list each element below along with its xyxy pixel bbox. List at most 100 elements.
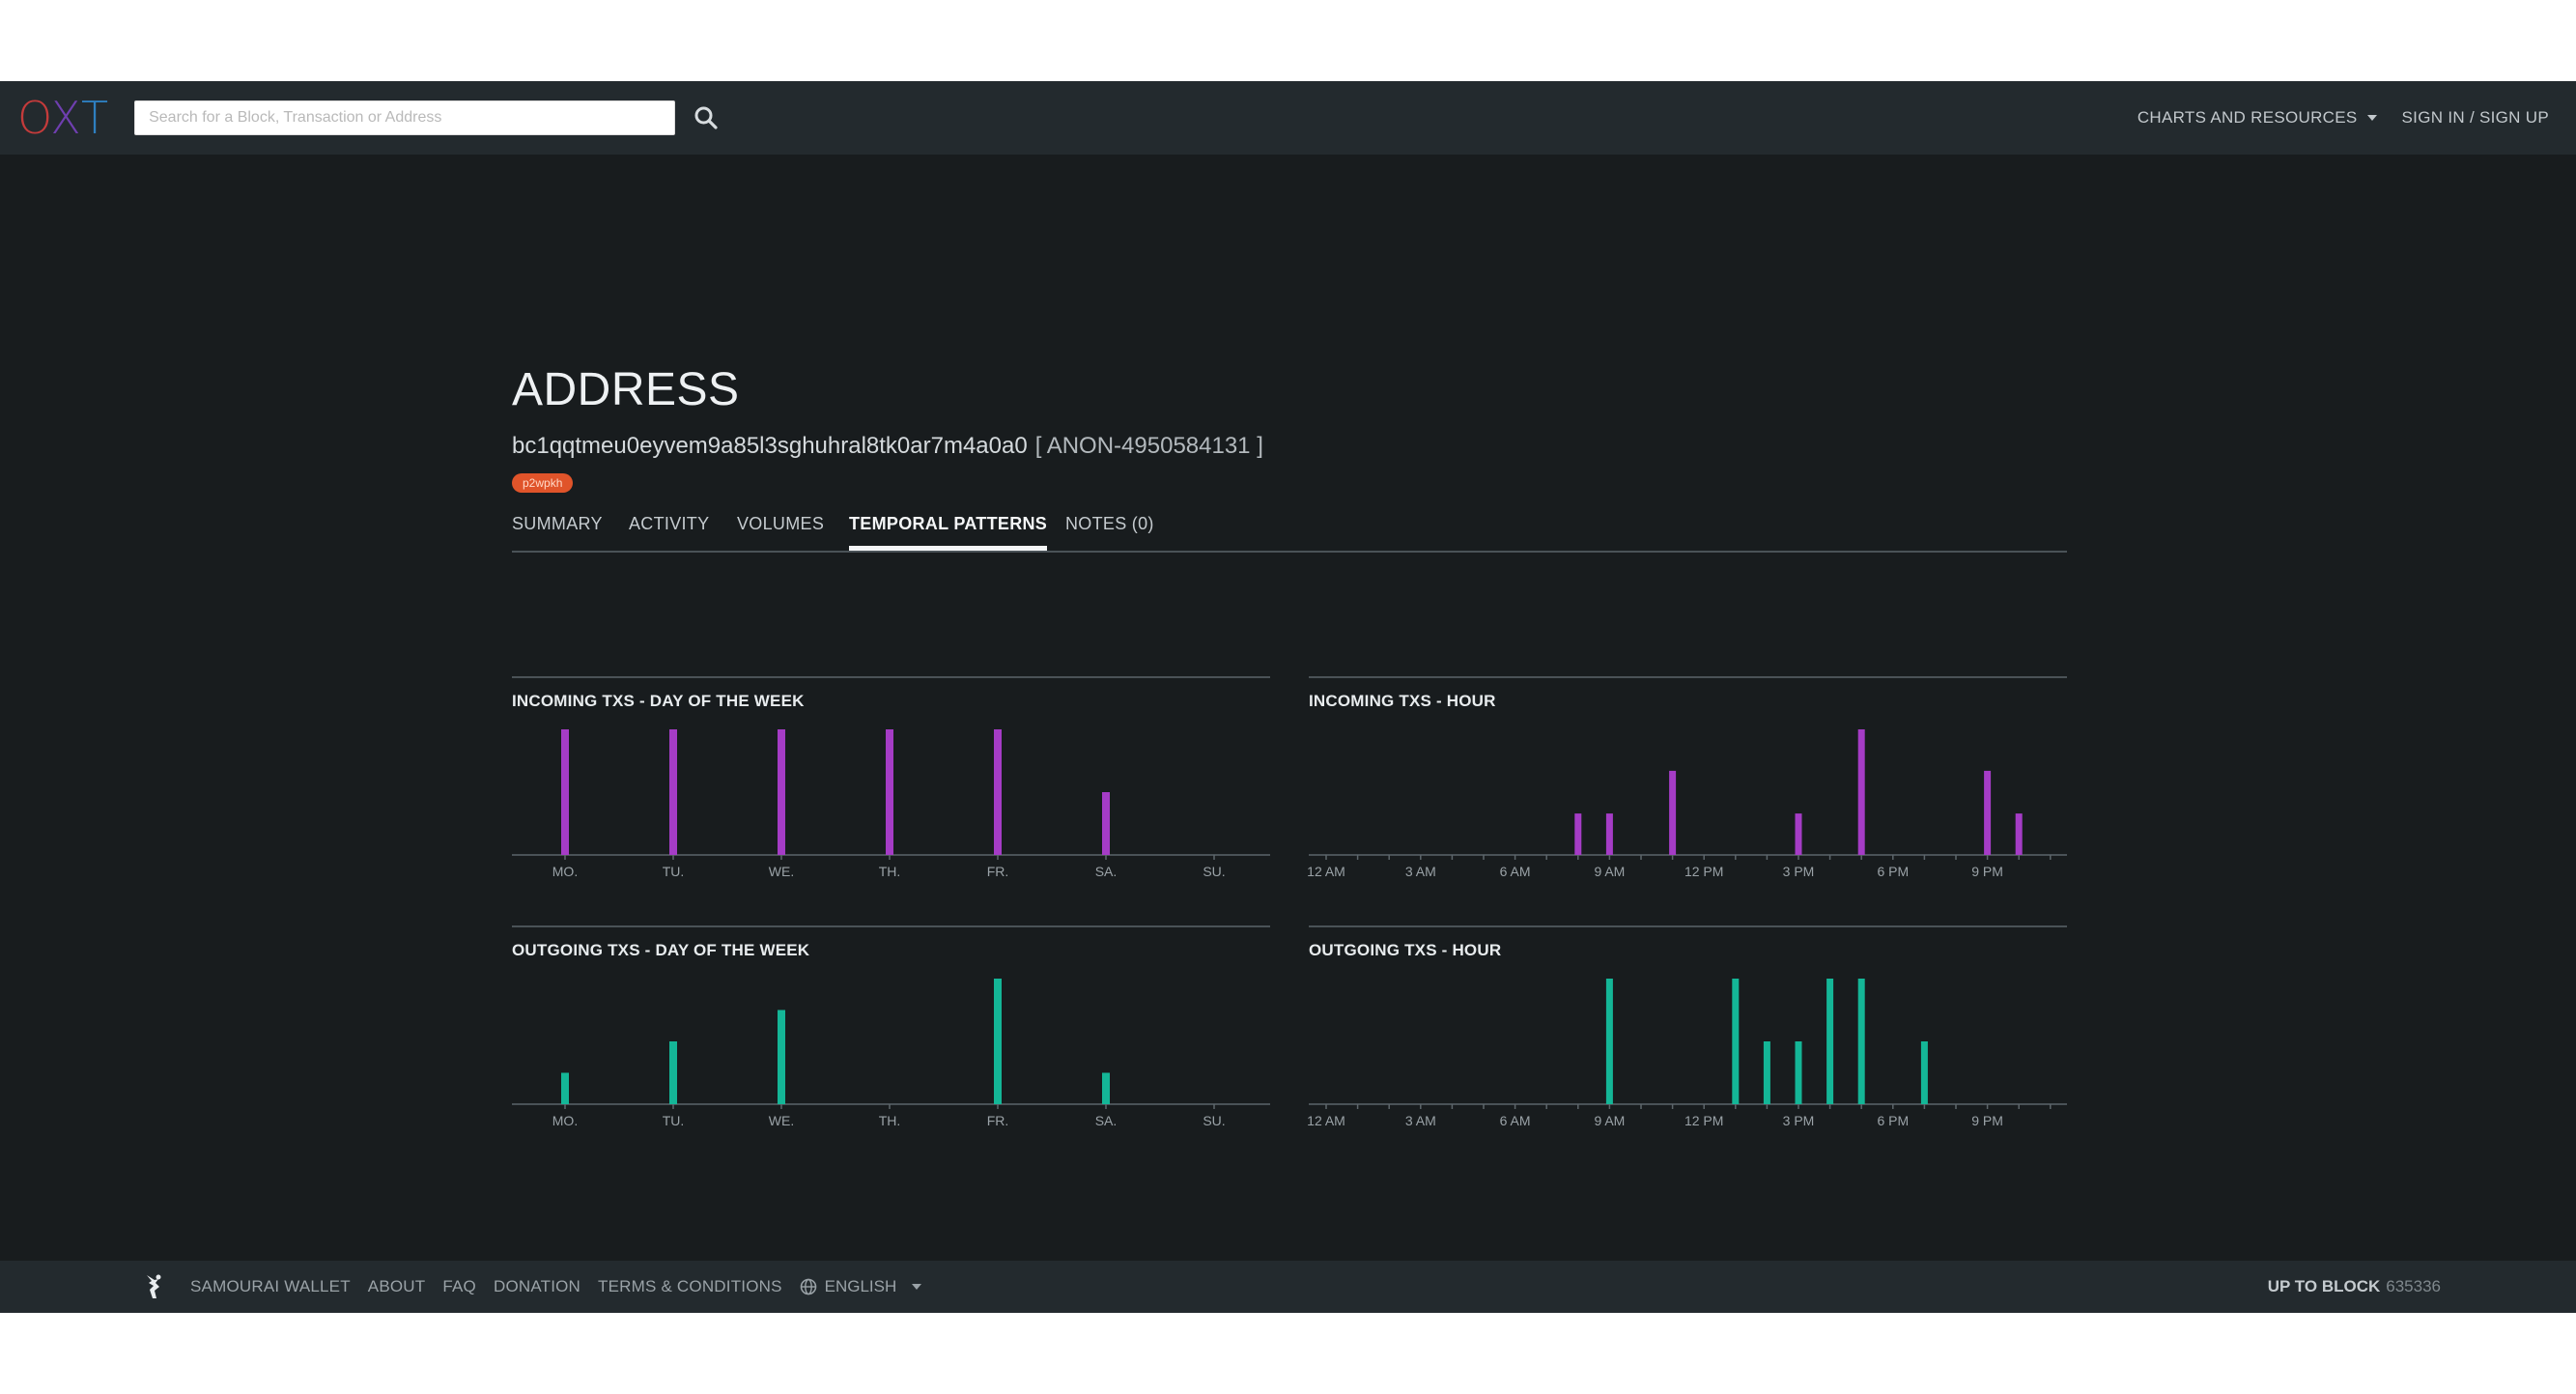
bar-11-am[interactable] [1669,770,1677,855]
anon-cluster-label[interactable]: [ ANON-4950584131 ] [1034,433,1263,459]
outgoing-day-panel: OUTGOING TXS - DAY OF THE WEEK MO. TU. WE.… [512,925,1270,1169]
footer-link-donation[interactable]: DONATION [493,1277,581,1295]
x-tick-label: 9 PM [1971,1113,2003,1128]
bar-2-pm[interactable] [1763,1041,1770,1104]
bar-10-pm[interactable] [2015,813,2023,855]
top-nav: CHARTS AND RESOURCES SIGN IN / SIGN UP [2137,108,2549,128]
footer: SAMOURAI WALLET ABOUT FAQ DONATION TERMS… [0,1261,2576,1313]
x-tick-label: 9 AM [1594,1113,1625,1128]
bar-fr[interactable] [994,979,1002,1104]
block-height-status: UP TO BLOCK 635336 [2268,1277,2441,1296]
x-tick-label: 12 AM [1307,1113,1345,1128]
chevron-down-icon [912,1284,922,1290]
bar-9-pm[interactable] [1984,770,1992,855]
x-tick-label: 12 PM [1684,1113,1723,1128]
x-tick-label: MO. [552,1113,578,1128]
page-title: ADDRESS [512,364,740,415]
x-tick-label: TH. [879,1113,901,1128]
footer-links: SAMOURAI WALLET ABOUT FAQ DONATION TERMS… [190,1277,922,1296]
bar-mo[interactable] [561,729,569,855]
search-input[interactable] [134,100,676,135]
block-label: UP TO BLOCK [2267,1277,2381,1295]
app-window: OXT CHARTS AND RESOURCES SIGN IN / SIGN … [0,81,2576,1313]
x-tick-label: FR. [987,864,1009,879]
bar-sa[interactable] [1102,1072,1110,1105]
tab-bar: SUMMARY ACTIVITY VOLUMES TEMPORAL PATTER… [512,514,2067,553]
bar-tu[interactable] [669,729,677,855]
globe-icon [800,1278,816,1295]
x-tick-label: SU. [1203,864,1225,879]
language-label: ENGLISH [824,1277,897,1295]
x-tick-label: 6 PM [1877,864,1909,879]
x-tick-label: 3 AM [1405,1113,1436,1128]
tab-summary[interactable]: SUMMARY [512,514,603,533]
chart-title: OUTGOING TXS - DAY OF THE WEEK [512,941,810,959]
bar-4-pm[interactable] [1826,979,1834,1104]
charts-resources-menu[interactable]: CHARTS AND RESOURCES [2137,108,2377,128]
x-tick-label: 12 AM [1307,864,1345,879]
block-number[interactable]: 635336 [2386,1277,2441,1295]
bar-th[interactable] [886,729,893,855]
bar-9-am[interactable] [1605,813,1613,855]
x-tick-label: TH. [879,864,901,879]
bar-3-pm[interactable] [1795,1041,1802,1104]
x-tick-label: 9 AM [1594,864,1625,879]
x-tick-label: 3 PM [1783,1113,1815,1128]
x-tick-label: SU. [1203,1113,1225,1128]
bar-we[interactable] [778,729,785,855]
x-tick-label: WE. [769,864,794,879]
oxt-logo[interactable]: OXT [17,96,109,140]
footer-link-terms[interactable]: TERMS & CONDITIONS [598,1277,782,1295]
logo-letter-t: T [80,92,110,144]
bar-fr[interactable] [994,729,1002,855]
footer-link-samourai-wallet[interactable]: SAMOURAI WALLET [190,1277,351,1295]
tab-notes[interactable]: NOTES (0) [1065,514,1154,533]
tab-activity[interactable]: ACTIVITY [629,514,710,533]
tab-temporal-patterns[interactable]: TEMPORAL PATTERNS [849,514,1048,551]
incoming-hour-panel: INCOMING TXS - HOUR 12 AM 3 AM 6 AM 9 AM 12 … [1307,676,2067,920]
bar-5-pm[interactable] [1857,979,1865,1104]
bar-9-am[interactable] [1605,979,1613,1104]
language-selector[interactable]: ENGLISH [800,1277,922,1296]
bar-sa[interactable] [1102,792,1110,855]
chevron-down-icon [2366,115,2377,121]
x-tick-label: 9 PM [1971,864,2003,879]
bar-1-pm[interactable] [1732,979,1740,1104]
x-tick-label: MO. [552,864,578,879]
x-tick-label: 3 AM [1405,864,1436,879]
charts-resources-label: CHARTS AND RESOURCES [2137,108,2358,127]
bar-tu[interactable] [669,1041,677,1104]
samourai-logo-icon[interactable] [138,1271,169,1302]
incoming-hour-chart: 12 AM 3 AM 6 AM 9 AM 12 PM 3 PM 6 PM 9 PM [1307,729,2067,879]
x-tick-label: TU. [663,1113,685,1128]
tab-volumes[interactable]: VOLUMES [737,514,825,533]
x-tick-label: TU. [663,864,685,879]
footer-link-about[interactable]: ABOUT [367,1277,426,1295]
bar-we[interactable] [778,1010,785,1105]
bar-mo[interactable] [561,1072,569,1105]
bar-7-pm[interactable] [1920,1041,1928,1104]
address-line: bc1qqtmeu0eyvem9a85l3sghuhral8tk0ar7m4a0… [512,433,2067,460]
logo-letter-x: X [50,92,81,144]
chart-title: INCOMING TXS - DAY OF THE WEEK [512,692,805,710]
chart-title: OUTGOING TXS - HOUR [1309,941,1502,959]
outgoing-hour-panel: OUTGOING TXS - HOUR 12 AM 3 AM 6 AM 9 AM 12 … [1307,925,2067,1169]
x-tick-label: 12 PM [1684,864,1723,879]
top-bar: OXT CHARTS AND RESOURCES SIGN IN / SIGN … [0,81,2576,155]
main-content: ADDRESS bc1qqtmeu0eyvem9a85l3sghuhral8tk… [512,364,2067,1128]
x-tick-label: WE. [769,1113,794,1128]
footer-link-faq[interactable]: FAQ [442,1277,476,1295]
bar-8-am[interactable] [1574,813,1582,855]
logo-letter-o: O [17,92,51,144]
bar-3-pm[interactable] [1795,813,1802,855]
x-tick-label: 6 AM [1500,864,1531,879]
outgoing-hour-chart: 12 AM 3 AM 6 AM 9 AM 12 PM 3 PM 6 PM 9 PM [1307,979,2067,1128]
x-tick-label: 6 AM [1500,1113,1531,1128]
x-tick-label: FR. [987,1113,1009,1128]
bar-5-pm[interactable] [1857,729,1865,855]
address-hash[interactable]: bc1qqtmeu0eyvem9a85l3sghuhral8tk0ar7m4a0… [512,433,1028,459]
incoming-day-chart: MO. TU. WE. TH. FR. SA. SU. [512,729,1270,879]
search-button[interactable] [691,102,722,133]
x-tick-label: SA. [1095,1113,1118,1128]
sign-in-link[interactable]: SIGN IN / SIGN UP [2401,108,2549,127]
